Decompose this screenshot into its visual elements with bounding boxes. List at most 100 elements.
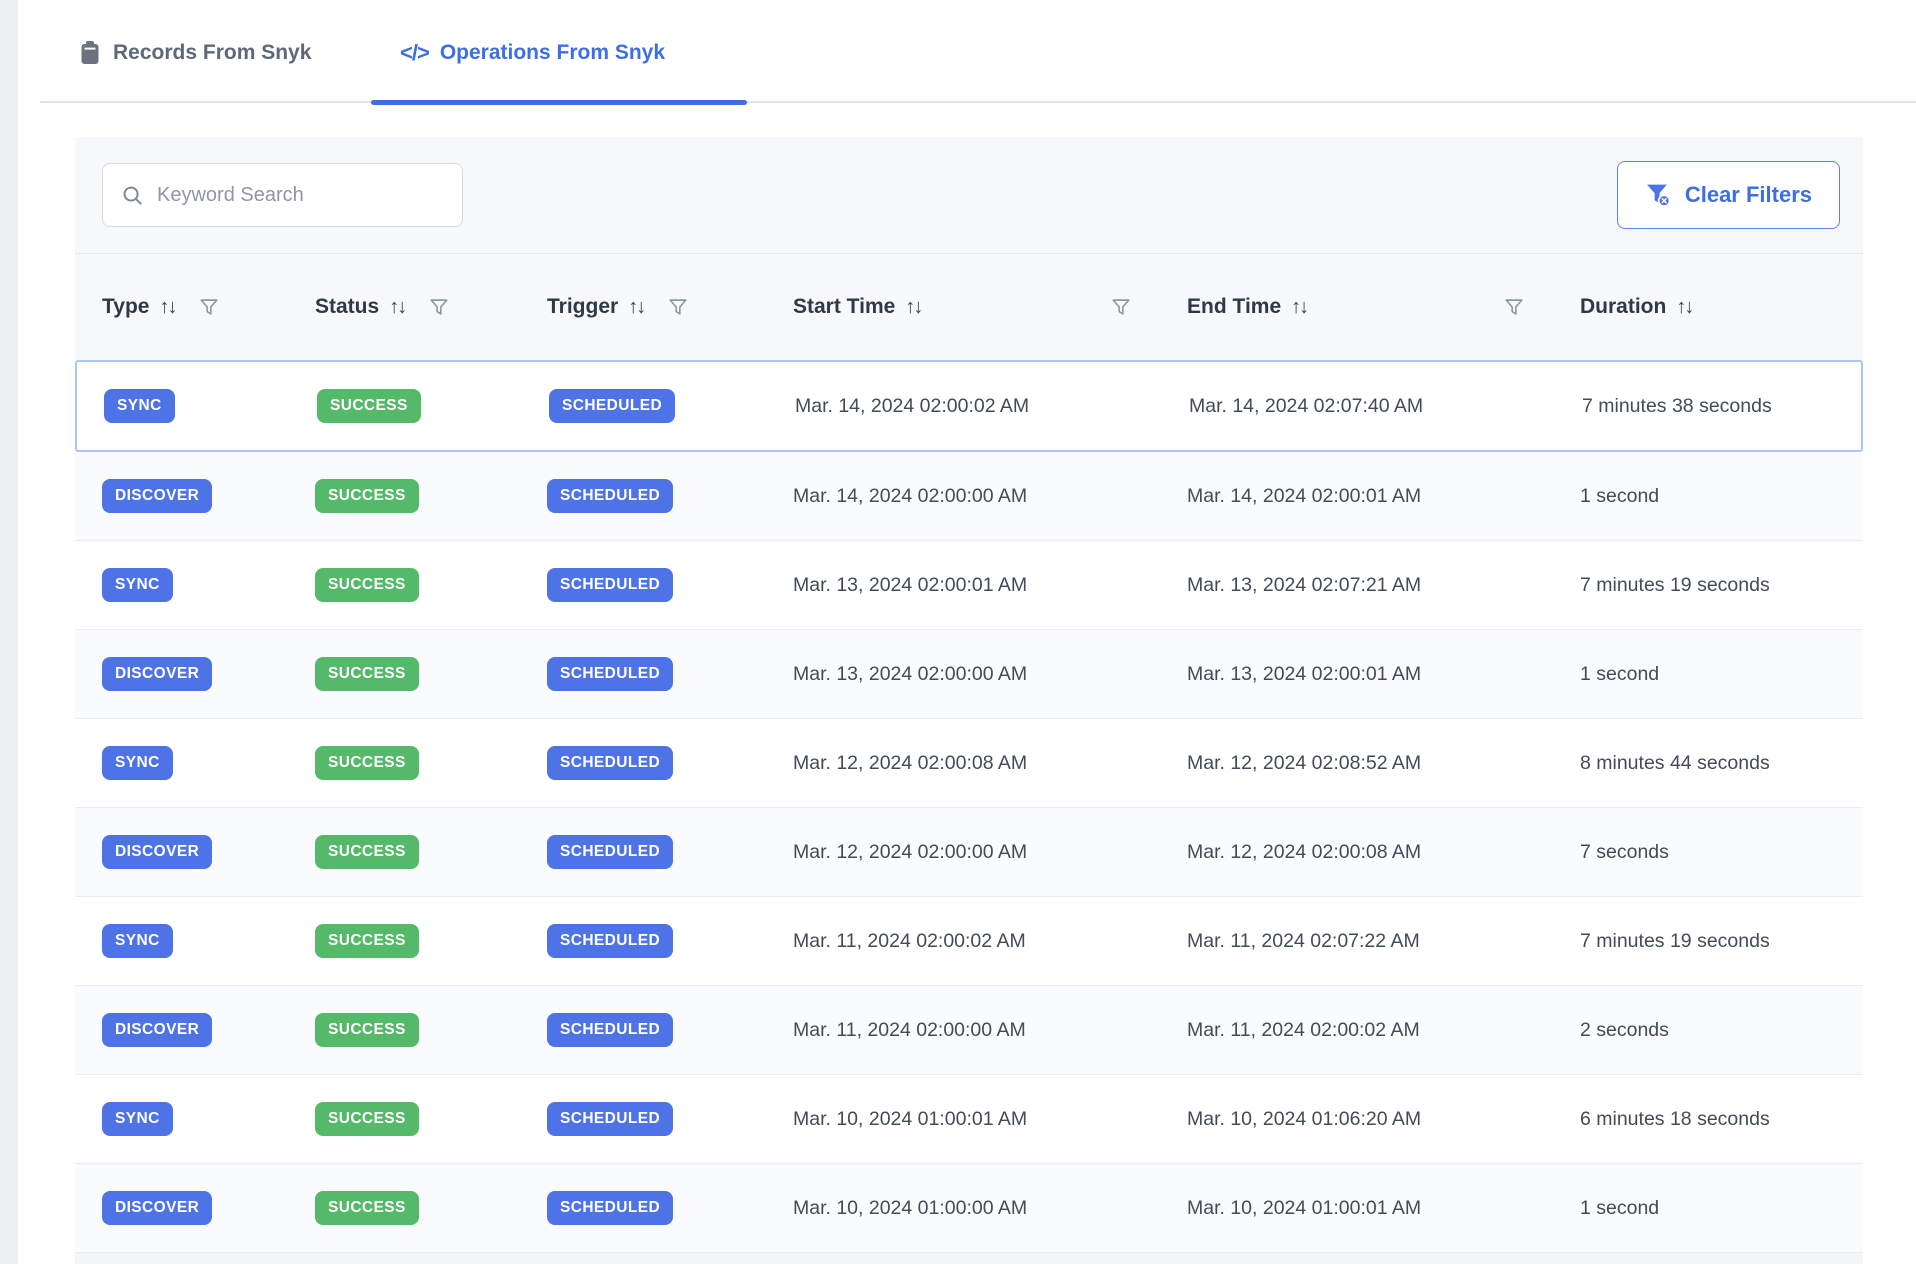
- duration-cell: 6 minutes 18 seconds: [1580, 1107, 1770, 1130]
- status-badge: SUCCESS: [315, 657, 419, 691]
- start-time-cell: Mar. 12, 2024 02:00:08 AM: [793, 751, 1028, 774]
- type-badge: DISCOVER: [102, 479, 213, 513]
- filter-icon[interactable]: [198, 296, 220, 318]
- duration-cell: 7 minutes 19 seconds: [1580, 573, 1770, 596]
- column-header-status: Status ↑↓: [315, 295, 547, 319]
- trigger-badge: SCHEDULED: [547, 1191, 674, 1225]
- status-badge: SUCCESS: [317, 389, 421, 423]
- start-time-cell: Mar. 11, 2024 02:00:02 AM: [793, 929, 1026, 952]
- sort-icon[interactable]: ↑↓: [905, 295, 923, 318]
- clear-filter-icon: [1645, 182, 1672, 208]
- filter-icon[interactable]: [667, 296, 689, 318]
- filter-icon[interactable]: [1110, 296, 1132, 318]
- start-time-cell: Mar. 13, 2024 02:00:00 AM: [793, 662, 1028, 685]
- end-time-cell: Mar. 11, 2024 02:07:22 AM: [1187, 929, 1420, 952]
- duration-cell: 7 seconds: [1580, 840, 1669, 863]
- sort-icon[interactable]: ↑↓: [1676, 295, 1694, 318]
- table-toolbar: Clear Filters: [75, 137, 1863, 254]
- column-header-trigger: Trigger ↑↓: [547, 295, 793, 319]
- type-badge: SYNC: [102, 1102, 173, 1136]
- keyword-search-input[interactable]: [157, 183, 444, 207]
- column-header-duration: Duration ↑↓: [1580, 295, 1863, 319]
- trigger-badge: SCHEDULED: [547, 924, 674, 958]
- operations-panel: Clear Filters Type ↑↓ Status ↑↓ Trigger …: [75, 137, 1863, 1264]
- table-row[interactable]: DISCOVER SUCCESS SCHEDULED Mar. 13, 2024…: [75, 630, 1863, 719]
- table-row[interactable]: DISCOVER SUCCESS SCHEDULED Mar. 11, 2024…: [75, 986, 1863, 1075]
- duration-cell: 7 minutes 38 seconds: [1582, 394, 1772, 417]
- type-badge: SYNC: [102, 924, 173, 958]
- trigger-badge: SCHEDULED: [547, 657, 674, 691]
- tab-operations-from-snyk[interactable]: </> Operations From Snyk: [400, 30, 665, 76]
- tab-operations-label: Operations From Snyk: [439, 41, 666, 64]
- start-time-cell: Mar. 14, 2024 02:00:02 AM: [795, 394, 1030, 417]
- table-row[interactable]: SYNC SUCCESS SCHEDULED Mar. 13, 2024 02:…: [75, 541, 1863, 630]
- type-badge: SYNC: [102, 568, 173, 602]
- type-badge: DISCOVER: [102, 1191, 213, 1225]
- status-badge: SUCCESS: [315, 835, 419, 869]
- column-header-label: Type: [102, 295, 150, 318]
- trigger-badge: SCHEDULED: [547, 1013, 674, 1047]
- code-icon: </>: [400, 40, 430, 65]
- start-time-cell: Mar. 14, 2024 02:00:00 AM: [793, 484, 1028, 507]
- duration-cell: 2 seconds: [1580, 1018, 1669, 1041]
- column-header-type: Type ↑↓: [102, 295, 315, 319]
- duration-cell: 7 minutes 19 seconds: [1580, 929, 1770, 952]
- sort-icon[interactable]: ↑↓: [159, 295, 177, 318]
- end-time-cell: Mar. 12, 2024 02:08:52 AM: [1187, 751, 1422, 774]
- active-tab-underline: [371, 100, 747, 105]
- start-time-cell: Mar. 12, 2024 02:00:00 AM: [793, 840, 1028, 863]
- tab-bar: Records From Snyk </> Operations From Sn…: [0, 0, 1916, 106]
- table-row[interactable]: DISCOVER SUCCESS SCHEDULED Mar. 10, 2024…: [75, 1164, 1863, 1253]
- column-header-label: Status: [315, 295, 380, 318]
- start-time-cell: Mar. 10, 2024 01:00:01 AM: [793, 1107, 1028, 1130]
- trigger-badge: SCHEDULED: [547, 479, 674, 513]
- type-badge: SYNC: [102, 746, 173, 780]
- table-row[interactable]: SYNC SUCCESS SCHEDULED Mar. 10, 2024 01:…: [75, 1075, 1863, 1164]
- column-header-start-time: Start Time ↑↓: [793, 295, 1187, 319]
- start-time-cell: Mar. 10, 2024 01:00:00 AM: [793, 1196, 1028, 1219]
- end-time-cell: Mar. 10, 2024 01:06:20 AM: [1187, 1107, 1422, 1130]
- table-footer-strip: [75, 1253, 1863, 1264]
- left-gutter: [0, 0, 18, 1264]
- clipboard-icon: [78, 40, 102, 66]
- type-badge: DISCOVER: [102, 1013, 213, 1047]
- table-row[interactable]: SYNC SUCCESS SCHEDULED Mar. 14, 2024 02:…: [75, 360, 1863, 452]
- duration-cell: 1 second: [1580, 484, 1660, 507]
- start-time-cell: Mar. 11, 2024 02:00:00 AM: [793, 1018, 1026, 1041]
- end-time-cell: Mar. 13, 2024 02:00:01 AM: [1187, 662, 1422, 685]
- sort-icon[interactable]: ↑↓: [628, 295, 646, 318]
- clear-filters-label: Clear Filters: [1684, 182, 1812, 207]
- end-time-cell: Mar. 14, 2024 02:00:01 AM: [1187, 484, 1422, 507]
- sort-icon[interactable]: ↑↓: [389, 295, 407, 318]
- clear-filters-button[interactable]: Clear Filters: [1616, 161, 1840, 229]
- type-badge: SYNC: [104, 389, 175, 423]
- trigger-badge: SCHEDULED: [547, 1102, 674, 1136]
- search-icon: [121, 184, 144, 207]
- status-badge: SUCCESS: [315, 479, 419, 513]
- sort-icon[interactable]: ↑↓: [1291, 295, 1309, 318]
- start-time-cell: Mar. 13, 2024 02:00:01 AM: [793, 573, 1028, 596]
- tab-records-from-snyk[interactable]: Records From Snyk: [78, 30, 311, 76]
- trigger-badge: SCHEDULED: [549, 389, 676, 423]
- status-badge: SUCCESS: [315, 568, 419, 602]
- status-badge: SUCCESS: [315, 746, 419, 780]
- type-badge: DISCOVER: [102, 657, 213, 691]
- trigger-badge: SCHEDULED: [547, 835, 674, 869]
- tab-bar-divider: [40, 101, 1916, 103]
- end-time-cell: Mar. 11, 2024 02:00:02 AM: [1187, 1018, 1420, 1041]
- keyword-search-box[interactable]: [102, 163, 463, 227]
- end-time-cell: Mar. 12, 2024 02:00:08 AM: [1187, 840, 1422, 863]
- table-row[interactable]: DISCOVER SUCCESS SCHEDULED Mar. 12, 2024…: [75, 808, 1863, 897]
- trigger-badge: SCHEDULED: [547, 746, 674, 780]
- trigger-badge: SCHEDULED: [547, 568, 674, 602]
- table-row[interactable]: SYNC SUCCESS SCHEDULED Mar. 12, 2024 02:…: [75, 719, 1863, 808]
- status-badge: SUCCESS: [315, 1013, 419, 1047]
- filter-icon[interactable]: [428, 296, 450, 318]
- filter-icon[interactable]: [1503, 296, 1525, 318]
- type-badge: DISCOVER: [102, 835, 213, 869]
- table-row[interactable]: SYNC SUCCESS SCHEDULED Mar. 11, 2024 02:…: [75, 897, 1863, 986]
- column-header-end-time: End Time ↑↓: [1187, 295, 1580, 319]
- table-row[interactable]: DISCOVER SUCCESS SCHEDULED Mar. 14, 2024…: [75, 452, 1863, 541]
- column-header-label: Start Time: [793, 295, 896, 318]
